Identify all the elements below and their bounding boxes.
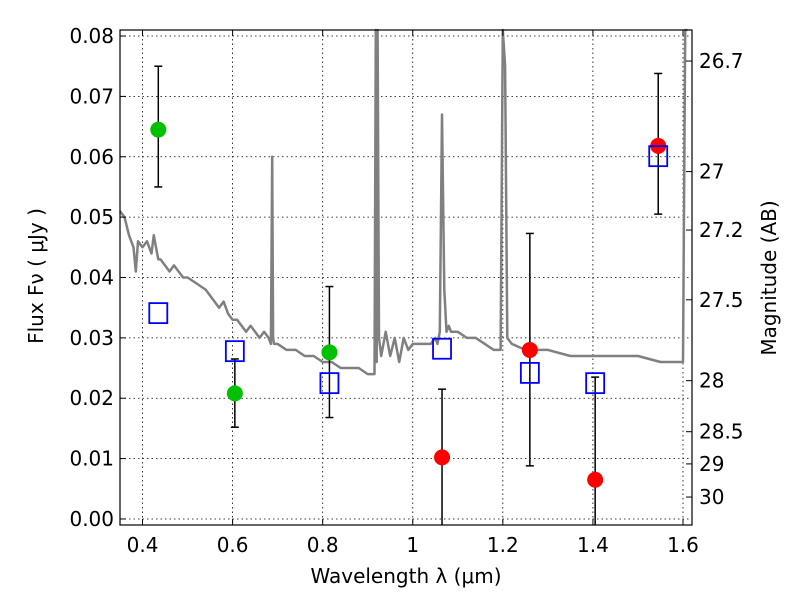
mag-tick-label: 28 [699, 369, 724, 393]
x-tick-label: 0.8 [307, 533, 339, 557]
x-tick-label: 1.4 [577, 533, 609, 557]
spectrum-line [119, 28, 688, 376]
x-tick-label: 1.6 [667, 533, 699, 557]
y-tick-label: 0.06 [69, 145, 114, 169]
right-axis-title: Magnitude (AB) [757, 200, 781, 355]
data-markers [148, 121, 669, 488]
x-tick-label: 0.6 [217, 533, 249, 557]
data-point-circle [226, 385, 243, 402]
data-point-circle [434, 449, 451, 466]
mag-tick-label: 27.5 [699, 288, 744, 312]
y-tick-label: 0.01 [69, 447, 114, 471]
mag-tick-label: 28.5 [699, 420, 744, 444]
y-tick-label: 0.08 [69, 24, 114, 48]
y-tick-label: 0.05 [69, 205, 114, 229]
data-point-square [648, 145, 669, 168]
data-point-square [148, 302, 169, 325]
y-tick-label: 0.03 [69, 326, 114, 350]
y-tick-label: 0.02 [69, 386, 114, 410]
x-tick-label: 1 [406, 533, 419, 557]
grid-lines [120, 30, 692, 525]
data-point-circle [150, 121, 167, 138]
mag-tick-label: 30 [699, 485, 724, 509]
mag-tick-label: 27.2 [699, 218, 744, 242]
x-axis-title: Wavelength λ (μm) [310, 564, 501, 588]
data-point-circle [521, 341, 538, 358]
data-point-square [224, 340, 245, 363]
data-point-circle [587, 471, 604, 488]
mag-tick-label: 26.7 [699, 49, 744, 73]
y-tick-label: 0.07 [69, 84, 114, 108]
model-spectrum [119, 28, 688, 376]
y-axis-ticks: 0.00 0.01 0.02 0.03 0.04 0.05 0.06 0.07 0.08 [69, 24, 126, 531]
x-axis-ticks: 0.4 0.6 0.8 1 1.2 1.4 1.6 [127, 30, 699, 557]
mag-tick-label: 29 [699, 452, 724, 476]
data-point-square [519, 361, 540, 384]
data-point-square [432, 337, 452, 360]
y-axis-title: Flux Fν ( μJy ) [24, 208, 48, 344]
data-point-circle [321, 344, 338, 361]
mag-tick-label: 27 [699, 160, 724, 184]
y-tick-label: 0.04 [69, 266, 114, 290]
magnitude-axis-ticks: 26.7 27 27.2 27.5 28 28.5 29 30 [686, 49, 744, 509]
y-tick-label: 0.00 [69, 507, 114, 531]
x-tick-label: 0.4 [127, 533, 159, 557]
data-point-square [585, 372, 606, 395]
data-point-square [319, 372, 340, 395]
x-tick-label: 1.2 [487, 533, 519, 557]
